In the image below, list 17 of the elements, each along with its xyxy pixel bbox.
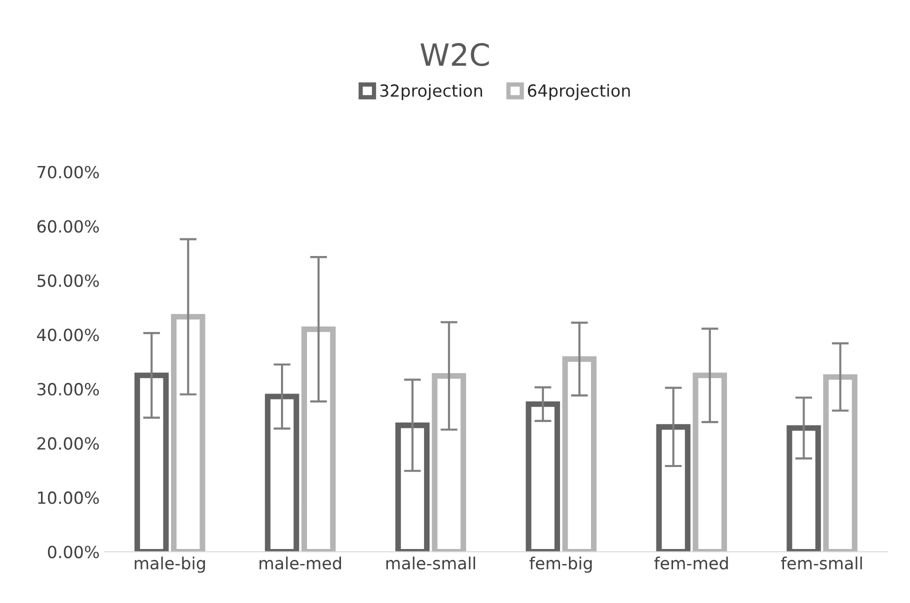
- x-tick-label: male-med: [260, 556, 341, 570]
- y-tick-label: 40.00%: [37, 328, 99, 342]
- x-tick-label: male-big: [134, 556, 205, 573]
- legend-label: 32projection: [380, 84, 482, 100]
- x-tick-label: fem-small: [781, 556, 862, 570]
- legend-label: 64projection: [528, 84, 630, 100]
- y-tick-label: 30.00%: [38, 382, 99, 396]
- y-tick-label: 50.00%: [38, 274, 99, 287]
- y-tick-label: 70.00%: [38, 166, 99, 178]
- x-tick-label: male-small: [386, 556, 476, 570]
- x-tick-label: fem-big: [529, 556, 592, 573]
- y-tick-label: 60.00%: [37, 220, 99, 233]
- y-tick-label: 20.00%: [37, 437, 99, 450]
- x-tick-label: fem-med: [654, 556, 728, 570]
- chart-title: W2C: [420, 43, 489, 66]
- y-tick-label: 10.00%: [38, 491, 99, 504]
- y-tick-label: 0.00%: [48, 546, 99, 558]
